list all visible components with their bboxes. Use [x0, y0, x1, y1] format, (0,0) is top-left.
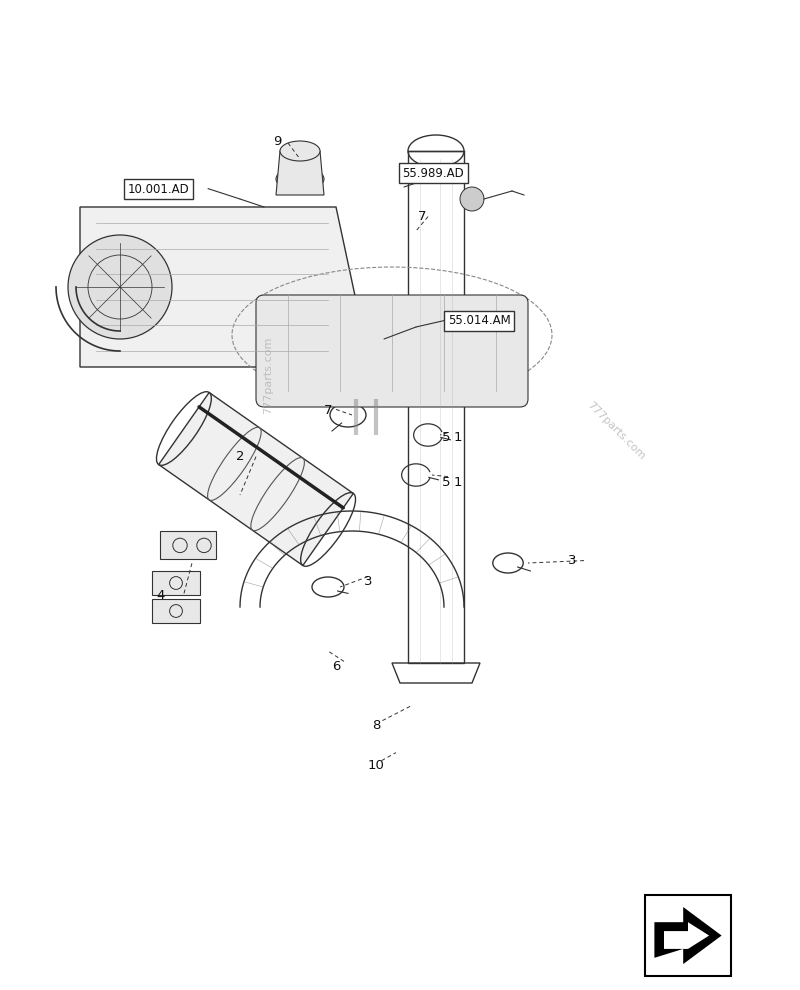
Text: 1: 1 [454, 476, 462, 489]
Text: 10.001.AD: 10.001.AD [128, 183, 190, 196]
Text: 4: 4 [156, 589, 164, 602]
Text: 55.014.AM: 55.014.AM [448, 314, 510, 327]
FancyBboxPatch shape [256, 295, 528, 407]
Text: 5: 5 [442, 476, 450, 489]
Ellipse shape [276, 167, 324, 191]
Polygon shape [152, 571, 200, 595]
Ellipse shape [280, 141, 320, 161]
Text: 2: 2 [236, 450, 245, 463]
Text: 3: 3 [568, 554, 577, 567]
Polygon shape [158, 392, 354, 565]
Text: 8: 8 [372, 719, 380, 732]
Polygon shape [160, 531, 216, 559]
Circle shape [68, 235, 172, 339]
Text: 10: 10 [368, 759, 385, 772]
Text: 777parts.com: 777parts.com [585, 400, 647, 462]
Polygon shape [654, 907, 722, 964]
Text: 5: 5 [442, 431, 450, 444]
Text: 6: 6 [332, 660, 340, 673]
Text: 7: 7 [418, 210, 426, 223]
Polygon shape [80, 207, 360, 367]
Text: 9: 9 [274, 135, 282, 148]
Polygon shape [664, 923, 709, 948]
Text: 3: 3 [364, 575, 373, 588]
Polygon shape [152, 599, 200, 623]
Circle shape [460, 187, 484, 211]
Text: 7: 7 [324, 405, 333, 418]
Polygon shape [276, 151, 324, 195]
Text: 777parts.com: 777parts.com [263, 337, 273, 414]
Text: 1: 1 [454, 431, 462, 444]
Text: 55.989.AD: 55.989.AD [402, 167, 464, 180]
